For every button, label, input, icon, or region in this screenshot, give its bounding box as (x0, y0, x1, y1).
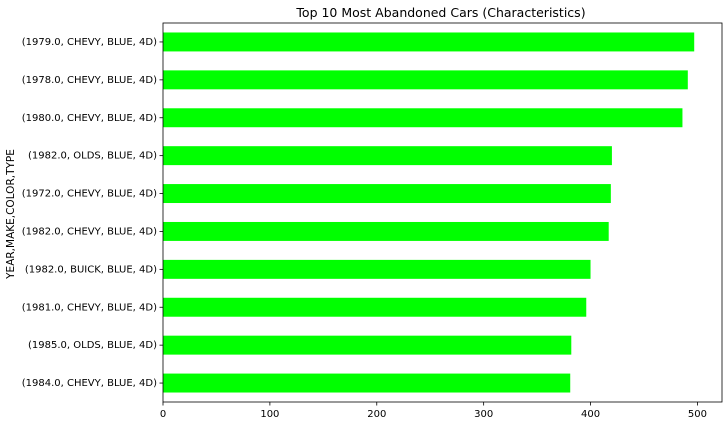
y-tick-label: (1982.0, CHEVY, BLUE, 4D) (22, 226, 157, 237)
plot-frame (162, 22, 723, 403)
bar (163, 146, 612, 166)
bar (163, 335, 572, 355)
x-tick-label: 100 (260, 409, 279, 420)
bar (163, 221, 609, 241)
x-tick-label: 200 (367, 409, 386, 420)
bar (163, 184, 611, 204)
chart-title: Top 10 Most Abandoned Cars (Characterist… (295, 5, 585, 20)
x-tick-label: 0 (160, 409, 166, 420)
y-tick-label: (1981.0, CHEVY, BLUE, 4D) (22, 302, 157, 313)
bar (163, 259, 591, 279)
y-tick-label: (1980.0, CHEVY, BLUE, 4D) (22, 113, 157, 124)
y-tick-label: (1984.0, CHEVY, BLUE, 4D) (22, 378, 157, 389)
y-tick-label: (1985.0, OLDS, BLUE, 4D) (28, 340, 157, 351)
x-tick-label: 400 (581, 409, 600, 420)
bar (163, 32, 695, 52)
y-tick-label: (1982.0, BUICK, BLUE, 4D) (25, 264, 157, 275)
y-tick-label: (1978.0, CHEVY, BLUE, 4D) (22, 75, 157, 86)
y-tick-label: (1979.0, CHEVY, BLUE, 4D) (22, 37, 157, 48)
x-tick-label: 500 (688, 409, 707, 420)
bar (163, 297, 587, 317)
bar (163, 108, 683, 128)
bar (163, 70, 688, 90)
bar (163, 373, 571, 393)
y-axis-label: YEAR,MAKE,COLOR,TYPE (5, 149, 17, 280)
y-tick-label: (1972.0, CHEVY, BLUE, 4D) (22, 189, 157, 200)
x-tick-label: 300 (474, 409, 493, 420)
plot-area: (1979.0, CHEVY, BLUE, 4D) (1978.0, CHEVY,… (22, 22, 723, 420)
y-tick-label: (1982.0, OLDS, BLUE, 4D) (28, 151, 157, 162)
